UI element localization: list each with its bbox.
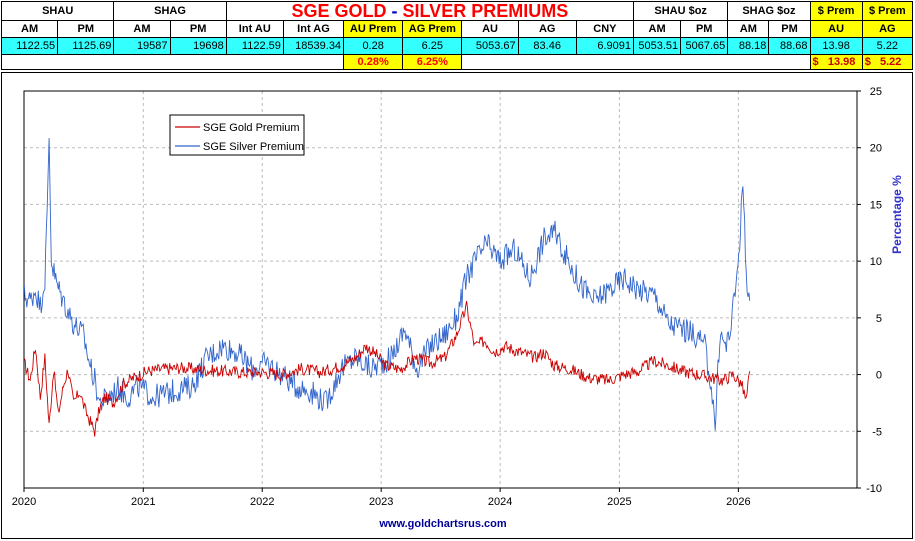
value-cell: 1122.55 (0, 37, 59, 55)
y-tick-label: -10 (866, 483, 882, 495)
subheader-cell: PM (768, 20, 811, 38)
legend-label-gold: SGE Gold Premium (203, 122, 300, 134)
subheader-cell: CNY (575, 20, 635, 38)
chart-grid (23, 90, 857, 489)
au-usd-value: 13.98 (827, 56, 856, 68)
value-cell: 5067.65 (680, 37, 729, 55)
au-usd-premium: $ 13.98 (809, 54, 863, 70)
y-tick-label: 10 (870, 256, 882, 268)
au-usd-sign: $ (812, 56, 819, 68)
shau-header: SHAU (0, 1, 115, 21)
title-dash: - (391, 1, 398, 21)
value-cell: 83.46 (517, 37, 577, 55)
ag-usd-sign: $ (864, 56, 871, 68)
shag-header: SHAG (113, 1, 227, 21)
value-cell: 19698 (169, 37, 227, 55)
premium-table: SHAU SHAG SGE GOLD - SILVER PREMIUMS SHA… (0, 1, 914, 70)
ag-premium-pct: 6.25% (402, 54, 463, 70)
usd-prem-au-header: $ Prem (809, 1, 863, 21)
x-tick-label: 2021 (131, 496, 155, 508)
value-cell: 6.9091 (575, 37, 635, 55)
y-tick-label: 15 (870, 199, 882, 211)
footer-url: www.goldchartsrus.com (378, 518, 507, 530)
subheader-cell: AU Prem (343, 20, 404, 38)
x-tick-label: 2020 (12, 496, 36, 508)
x-tick-label: 2025 (607, 496, 631, 508)
legend-label-silver: SGE Silver Premium (203, 141, 304, 153)
value-cell: 88.18 (727, 37, 770, 55)
subheader-cell: AM (633, 20, 682, 38)
legend-box (169, 114, 305, 156)
plot-area (23, 90, 858, 489)
chart-frame (1, 72, 913, 539)
series-layer (23, 137, 751, 437)
legend: SGE Gold Premium SGE Silver Premium (169, 114, 305, 156)
blank-cell (461, 54, 811, 70)
blank-cell (0, 54, 345, 70)
value-cell: 19587 (113, 37, 171, 55)
y-tick-label: -5 (872, 426, 882, 438)
x-tick-label: 2023 (369, 496, 393, 508)
y-tick-label: 20 (870, 143, 882, 155)
series-line-gold (23, 301, 751, 437)
series-line-silver (23, 137, 751, 431)
y-axis: -10 -5 0 5 10 15 20 25 (857, 86, 882, 495)
title-gold: SGE GOLD (291, 1, 392, 21)
value-cell: 6.25 (402, 37, 463, 55)
y-axis-label: Percentage % (890, 175, 904, 254)
value-cell: 0.28 (343, 37, 404, 55)
subheader-cell: PM (57, 20, 115, 38)
y-tick-label: 25 (870, 86, 882, 98)
x-axis: 2020 2021 2022 2023 2024 2025 2026 (12, 488, 751, 508)
y-tick-label: 5 (876, 313, 882, 325)
table-premium-row: 0.28% 6.25% $ 13.98 $ 5.22 (0, 54, 914, 70)
subheader-cell: Int AG (282, 20, 345, 38)
title-silver: SILVER PREMIUMS (397, 1, 569, 21)
x-tick-label: 2022 (250, 496, 274, 508)
table-values-row: 1122.55 1125.69 19587 19698 1122.59 1853… (0, 37, 914, 55)
x-tick-label: 2026 (726, 496, 750, 508)
y-tick-label: 0 (876, 370, 882, 382)
ag-usd-value: 5.22 (880, 56, 902, 68)
ag-usd-premium: $ 5.22 (861, 54, 914, 70)
au-premium-pct: 0.28% (343, 54, 404, 70)
x-tick-label: 2024 (488, 496, 512, 508)
subheader-cell: AG Prem (402, 20, 463, 38)
value-cell: 1125.69 (57, 37, 115, 55)
shag-oz-header: SHAG $oz (727, 1, 811, 21)
